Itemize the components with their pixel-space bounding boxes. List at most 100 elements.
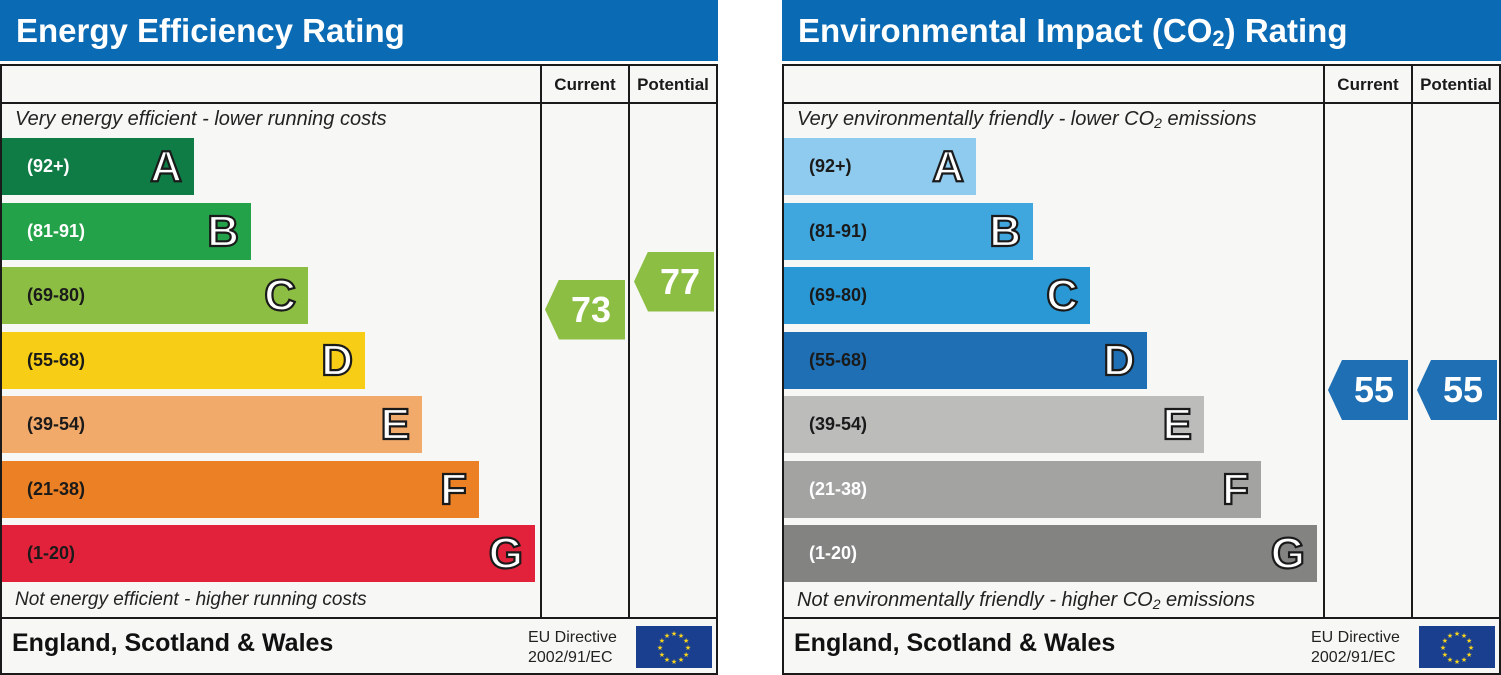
column-divider <box>628 66 630 619</box>
eu-star-icon: ★ <box>1454 630 1460 638</box>
eu-star-icon: ★ <box>1461 632 1467 640</box>
band-letter-label: F <box>1221 463 1250 514</box>
potential-rating-arrow: 77 <box>634 251 714 312</box>
footer-region: England, Scotland & Wales <box>794 629 1116 657</box>
eu-flag-icon: ★ ★ ★ ★ ★ ★ ★ ★ ★ ★ ★ ★ <box>636 626 712 668</box>
eu-star-icon: ★ <box>1442 651 1448 659</box>
eu-star-icon: ★ <box>1442 637 1448 645</box>
eu-star-icon: ★ <box>664 632 670 640</box>
band-letter-label: D <box>320 334 354 385</box>
eu-star-icon: ★ <box>1466 651 1472 659</box>
rating-band-d: (55-68) D <box>784 331 1147 389</box>
energy-efficiency-panel: Energy Efficiency Rating Current Potenti… <box>0 0 718 675</box>
column-header-current: Current <box>1337 75 1399 94</box>
eu-star-icon: ★ <box>1466 637 1472 645</box>
rating-band-e: (39-54) E <box>784 396 1204 453</box>
rating-band-b: (81-91) B <box>2 202 251 260</box>
band-letter-label: B <box>206 205 240 256</box>
eu-directive-line2: 2002/91/EC <box>1311 649 1396 666</box>
rating-band-b: (81-91) B <box>784 202 1033 260</box>
band-range-label: (39-54) <box>809 414 868 434</box>
footer-divider <box>2 617 716 619</box>
band-letter-label: G <box>1270 528 1306 579</box>
eu-directive-text: EU Directive 2002/91/EC <box>528 628 617 668</box>
rating-band-a: (92+) A <box>2 138 194 195</box>
column-divider <box>540 66 542 619</box>
eu-flag-icon: ★ ★ ★ ★ ★ ★ ★ ★ ★ ★ ★ ★ <box>1419 626 1495 668</box>
bottom-caption: Not environmentally friendly - higher CO… <box>797 589 1255 612</box>
rating-band-c: (69-80) C <box>2 267 308 324</box>
band-range-label: (69-80) <box>27 285 86 305</box>
environmental-impact-panel: Environmental Impact (CO2) Rating Curren… <box>782 0 1501 675</box>
header-divider <box>2 102 716 104</box>
band-range-label: (1-20) <box>809 543 858 563</box>
eu-star-icon: ★ <box>659 637 665 645</box>
band-letter-label: C <box>1045 270 1079 321</box>
rating-band-f: (21-38) F <box>2 460 479 518</box>
band-letter-label: A <box>149 141 183 192</box>
band-letter-label: C <box>263 270 297 321</box>
column-header-potential: Potential <box>1420 75 1492 94</box>
band-letter-label: E <box>1162 399 1194 450</box>
rating-band-g: (1-20) G <box>784 525 1317 582</box>
band-letter-label: D <box>1102 334 1136 385</box>
eu-star-icon: ★ <box>685 644 691 652</box>
band-range-label: (92+) <box>809 156 852 176</box>
rating-band-a: (92+) A <box>784 138 976 195</box>
footer-divider <box>784 617 1499 619</box>
band-range-label: (1-20) <box>27 543 76 563</box>
top-caption: Very environmentally friendly - lower CO… <box>797 108 1257 131</box>
column-divider <box>1411 66 1413 619</box>
rating-band-d: (55-68) D <box>2 331 365 389</box>
band-letter-label: F <box>439 463 468 514</box>
eu-star-icon: ★ <box>683 637 689 645</box>
eu-star-icon: ★ <box>664 656 670 664</box>
header-divider <box>784 102 1499 104</box>
panel-title: Energy Efficiency Rating <box>0 0 718 61</box>
rating-band-c: (69-80) C <box>784 267 1090 324</box>
band-range-label: (39-54) <box>27 414 86 434</box>
band-range-label: (55-68) <box>809 349 868 370</box>
band-range-label: (92+) <box>27 156 70 176</box>
eu-directive-text: EU Directive 2002/91/EC <box>1311 628 1400 668</box>
eu-star-icon: ★ <box>678 656 684 664</box>
eu-star-icon: ★ <box>1447 632 1453 640</box>
current-rating-arrow: 73 <box>545 279 625 340</box>
potential-rating-arrow: 55 <box>1417 360 1497 420</box>
band-range-label: (21-38) <box>27 478 86 499</box>
rating-frame: Current Potential Very energy efficient … <box>0 64 718 675</box>
bottom-caption: Not energy efficient - higher running co… <box>15 589 367 610</box>
eu-star-icon: ★ <box>1454 658 1460 666</box>
eu-star-icon: ★ <box>1468 644 1474 652</box>
eu-directive-line1: EU Directive <box>1311 629 1400 646</box>
eu-star-icon: ★ <box>657 644 663 652</box>
band-range-label: (69-80) <box>809 285 868 305</box>
band-range-label: (81-91) <box>27 220 86 241</box>
rating-band-e: (39-54) E <box>2 396 422 453</box>
rating-band-g: (1-20) G <box>2 525 535 582</box>
eu-directive-line2: 2002/91/EC <box>528 649 613 666</box>
top-caption: Very energy efficient - lower running co… <box>15 108 387 130</box>
current-rating-arrow: 55 <box>1328 360 1408 420</box>
panel-title: Environmental Impact (CO2) Rating <box>782 0 1501 61</box>
band-letter-label: E <box>380 399 412 450</box>
band-letter-label: G <box>488 528 524 579</box>
eu-star-icon: ★ <box>671 658 677 666</box>
eu-star-icon: ★ <box>1447 656 1453 664</box>
band-letter-label: A <box>931 141 965 192</box>
band-range-label: (81-91) <box>809 220 868 241</box>
eu-star-icon: ★ <box>1440 644 1446 652</box>
column-header-potential: Potential <box>637 75 709 94</box>
band-range-label: (21-38) <box>809 478 868 499</box>
rating-frame: Current Potential Very environmentally f… <box>782 64 1501 675</box>
column-header-current: Current <box>554 75 616 94</box>
eu-directive-line1: EU Directive <box>528 629 617 646</box>
column-divider <box>1323 66 1325 619</box>
band-letter-label: B <box>988 205 1022 256</box>
eu-star-icon: ★ <box>671 630 677 638</box>
band-range-label: (55-68) <box>27 349 86 370</box>
eu-star-icon: ★ <box>678 632 684 640</box>
eu-star-icon: ★ <box>1461 656 1467 664</box>
rating-band-f: (21-38) F <box>784 460 1261 518</box>
eu-star-icon: ★ <box>683 651 689 659</box>
